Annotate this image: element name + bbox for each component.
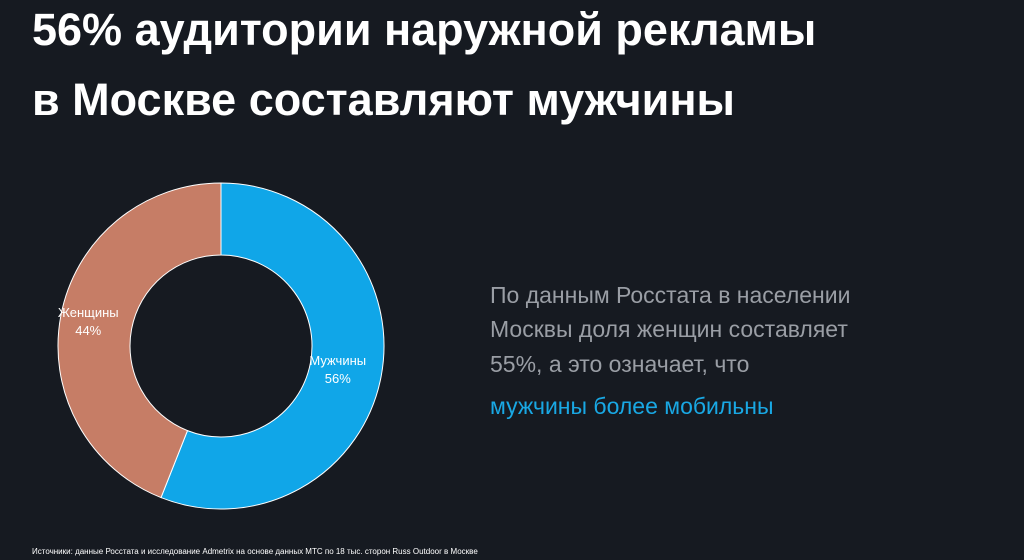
note-line: Москвы доля женщин составляет — [490, 316, 848, 342]
slice-value: 44% — [75, 323, 101, 338]
slice-label: Женщины — [58, 305, 119, 320]
donut-slice — [160, 182, 385, 510]
donut: Мужчины 56% Женщины 44% — [57, 182, 385, 510]
slice-value: 56% — [325, 371, 351, 386]
title-line: в Москве составляют мужчины — [32, 74, 735, 125]
title-line: 56% аудитории наружной рекламы — [32, 4, 816, 55]
note-line: По данным Росстата в населении — [490, 282, 850, 308]
donut-slice — [57, 182, 222, 499]
slice-label: Мужчины — [309, 353, 366, 368]
highlight: мужчины более мобильны — [490, 393, 774, 419]
note-line: 55%, а это означает, что — [490, 351, 749, 377]
source: Источники: данные Росстата и исследовани… — [32, 547, 478, 556]
